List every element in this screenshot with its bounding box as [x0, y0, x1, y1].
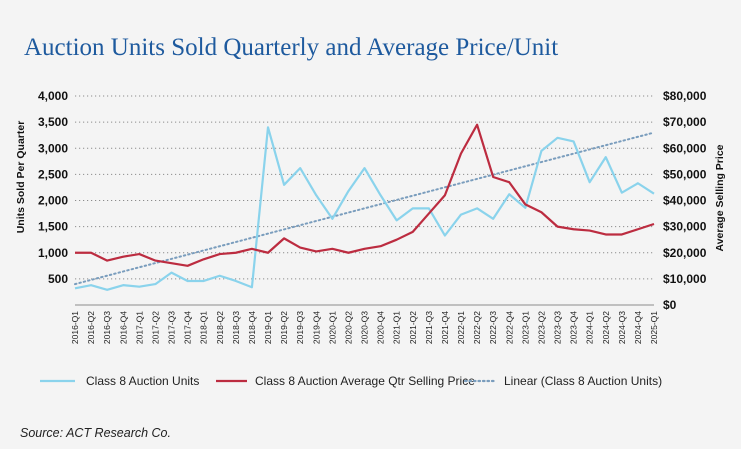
x-tick-label: 2017-Q3 [167, 311, 177, 344]
trendline-units [74, 131, 655, 286]
x-tick-label: 2016-Q3 [102, 311, 112, 344]
x-tick-label: 2021-Q1 [392, 311, 402, 344]
y-right-tick-label: $30,000 [663, 220, 707, 234]
x-tick-label: 2023-Q3 [553, 311, 563, 344]
y-right-tick-label: $10,000 [663, 272, 707, 286]
x-tick-label: 2021-Q4 [440, 311, 450, 344]
chart-title: Auction Units Sold Quarterly and Average… [24, 34, 559, 61]
y-left-tick-label: 2,500 [38, 167, 68, 181]
series-line-units [74, 126, 655, 291]
y-right-tick-label: $50,000 [663, 167, 707, 181]
x-tick-label: 2023-Q1 [520, 311, 530, 344]
legend-label-price: Class 8 Auction Average Qtr Selling Pric… [255, 374, 475, 388]
x-tick-label: 2019-Q2 [279, 311, 289, 344]
x-tick-label: 2023-Q4 [569, 311, 579, 344]
x-tick-label: 2020-Q2 [343, 311, 353, 344]
x-tick-label: 2018-Q1 [199, 311, 209, 344]
y-axis-right-label: Average Selling Price [714, 144, 726, 251]
y-left-tick-label: 4,000 [38, 89, 68, 103]
x-tick-label: 2019-Q4 [311, 311, 321, 344]
y-right-tick-label: $0 [663, 298, 677, 312]
x-tick-label: 2018-Q4 [247, 311, 257, 344]
y-left-tick-label: 2,000 [38, 194, 68, 208]
y-left-tick-label: 500 [48, 272, 68, 286]
series-line-price [75, 123, 655, 267]
y-right-tick-label: $60,000 [663, 141, 707, 155]
x-tick-label: 2023-Q2 [536, 311, 546, 344]
x-tick-label: 2016-Q4 [118, 311, 128, 344]
x-tick-label: 2024-Q2 [601, 311, 611, 344]
legend-label-units: Class 8 Auction Units [86, 374, 199, 388]
y-right-tick-label: $40,000 [663, 194, 707, 208]
y-right-tick-label: $80,000 [663, 89, 707, 103]
y-left-tick-label: 3,500 [38, 115, 68, 129]
legend-label-trend: Linear (Class 8 Auction Units) [504, 374, 662, 388]
x-tick-label: 2021-Q2 [408, 311, 418, 344]
y-right-tick-label: $70,000 [663, 115, 707, 129]
y-axis-left-label: Units Sold Per Quarter [15, 121, 27, 234]
y-left-tick-label: 1,500 [38, 220, 68, 234]
x-tick-label: 2017-Q2 [150, 311, 160, 344]
y-left-tick-label: 1,000 [38, 246, 68, 260]
x-tick-label: 2017-Q4 [183, 311, 193, 344]
x-tick-label: 2020-Q3 [360, 311, 370, 344]
x-tick-label: 2024-Q3 [617, 311, 627, 344]
y-left-tick-label: 3,000 [38, 141, 68, 155]
x-tick-label: 2016-Q2 [86, 311, 96, 344]
x-tick-label: 2017-Q1 [134, 311, 144, 344]
x-tick-label: 2024-Q1 [585, 311, 595, 344]
source-note: Source: ACT Research Co. [20, 426, 171, 440]
x-tick-label: 2018-Q3 [231, 311, 241, 344]
x-tick-label: 2020-Q4 [376, 311, 386, 344]
x-tick-label: 2020-Q1 [327, 311, 337, 344]
x-tick-label: 2022-Q3 [488, 311, 498, 344]
x-tick-label: 2022-Q1 [456, 311, 466, 344]
legend: Class 8 Auction Units Class 8 Auction Av… [40, 374, 662, 388]
x-tick-label: 2022-Q4 [504, 311, 514, 344]
x-tick-label: 2022-Q2 [472, 311, 482, 344]
x-tick-label: 2025-Q1 [649, 311, 659, 344]
x-tick-label: 2019-Q1 [263, 311, 273, 344]
x-tick-label: 2024-Q4 [633, 311, 643, 344]
x-tick-label: 2018-Q2 [215, 311, 225, 344]
x-tick-label: 2021-Q3 [424, 311, 434, 344]
x-tick-label: 2016-Q1 [70, 311, 80, 344]
y-right-tick-label: $20,000 [663, 246, 707, 260]
x-tick-label: 2019-Q3 [295, 311, 305, 344]
